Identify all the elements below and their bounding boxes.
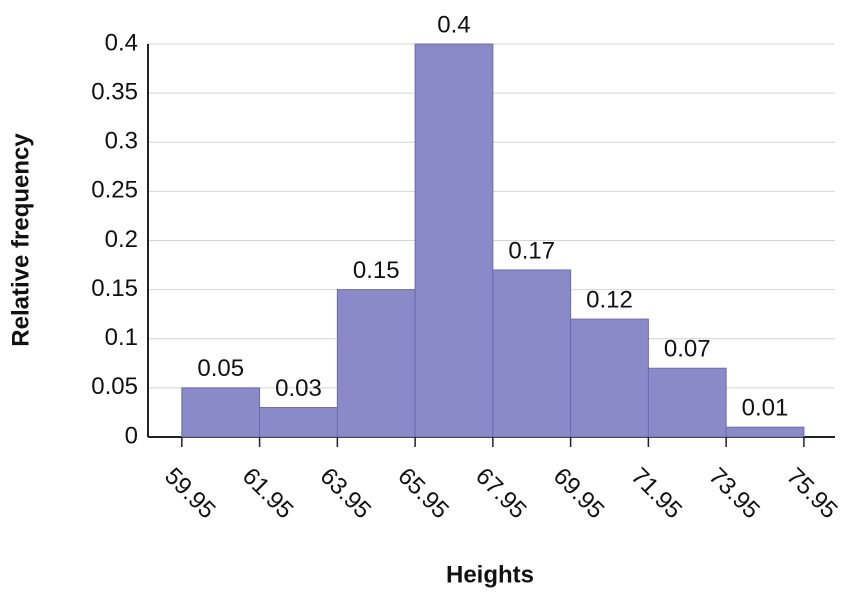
data-label: 0.01 [742,395,789,422]
y-tick-label: 0.4 [105,29,138,56]
y-tick-label: 0.3 [105,128,138,155]
y-axis-title: Relative frequency [7,133,34,347]
bar [181,387,261,438]
y-tick-label: 0.05 [91,373,138,400]
x-tick-label: 69.95 [548,463,610,525]
x-tick-label: 59.95 [159,463,221,525]
bar [414,43,494,438]
x-tick-label: 61.95 [237,463,299,525]
y-tick-label: 0.25 [91,177,138,204]
x-axis-title: Heights [446,561,534,588]
y-tick-label: 0 [125,422,138,449]
x-tick-label: 73.95 [703,463,765,525]
bar [259,407,338,438]
bar [492,269,572,438]
bar [647,367,727,438]
data-label: 0.12 [586,286,633,313]
data-label: 0.03 [275,375,322,402]
y-tick-label: 0.35 [91,78,138,105]
bar [570,318,649,438]
y-tick-label: 0.2 [105,226,138,253]
x-tick-label: 63.95 [315,463,377,525]
data-label: 0.05 [197,355,244,382]
data-label: 0.17 [508,237,555,264]
x-tick-label: 71.95 [626,463,688,525]
data-label: 0.15 [353,257,400,284]
bar [336,289,416,438]
y-tick-label: 0.15 [91,275,138,302]
bar [725,426,805,438]
data-label: 0.4 [437,11,470,38]
x-tick-label: 75.95 [781,463,843,525]
y-tick-label: 0.1 [105,324,138,351]
x-tick-label: 65.95 [392,463,454,525]
x-tick-label: 67.95 [470,463,532,525]
data-label: 0.07 [664,336,711,363]
